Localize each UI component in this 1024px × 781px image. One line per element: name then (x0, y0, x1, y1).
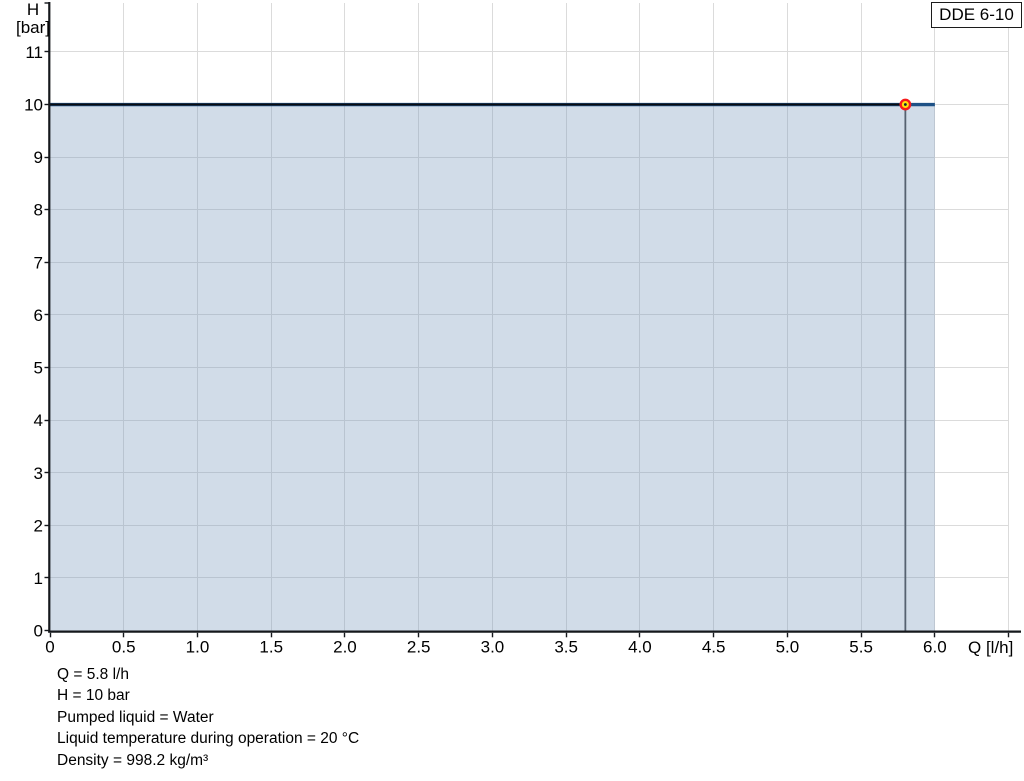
info-line-head: H = 10 bar (57, 687, 130, 705)
tick-marks (44, 2, 1010, 638)
svg-text:2.0: 2.0 (333, 638, 357, 657)
svg-text:0: 0 (45, 638, 54, 657)
svg-text:3.0: 3.0 (481, 638, 505, 657)
svg-text:0.5: 0.5 (112, 638, 136, 657)
svg-text:1.5: 1.5 (259, 638, 283, 657)
axes (48, 2, 1021, 633)
pump-model-badge: DDE 6-10 (931, 2, 1022, 28)
svg-text:4.5: 4.5 (702, 638, 726, 657)
x-axis-title: Q [l/h] (968, 638, 1014, 657)
x-tick-labels: 0 0.5 1.0 1.5 2.0 2.5 3.0 3.5 4.0 4.5 5.0 5.5 6.0 (45, 638, 946, 657)
svg-text:5.0: 5.0 (776, 638, 800, 657)
svg-text:1.0: 1.0 (186, 638, 210, 657)
y-axis-title: H [bar] (8, 1, 58, 37)
svg-text:7: 7 (34, 253, 43, 272)
svg-text:10: 10 (24, 96, 43, 115)
info-line-temperature: Liquid temperature during operation = 20… (57, 730, 360, 748)
y-axis-title-symbol: H (26, 0, 40, 19)
svg-text:8: 8 (34, 201, 43, 220)
info-line-density: Density = 998.2 kg/m³ (57, 751, 209, 769)
svg-text:6: 6 (34, 306, 43, 325)
svg-text:11: 11 (25, 43, 43, 62)
pump-curve-chart: 0 1 2 3 4 5 6 7 8 9 10 11 0 0.5 1.0 1.5 2.0 2.5 3.0 3.5 4.0 4… (24, 2, 1021, 657)
curve-area-fill (50, 104, 935, 631)
duty-point-marker (899, 98, 912, 111)
y-axis-title-unit: [bar] (15, 18, 51, 37)
svg-text:4: 4 (34, 411, 43, 430)
svg-text:5: 5 (34, 359, 43, 378)
svg-text:1: 1 (34, 569, 43, 588)
svg-text:4.0: 4.0 (628, 638, 652, 657)
info-line-liquid: Pumped liquid = Water (57, 708, 214, 726)
svg-text:6.0: 6.0 (923, 638, 947, 657)
svg-text:2.5: 2.5 (407, 638, 431, 657)
svg-text:3: 3 (34, 464, 43, 483)
y-tick-labels: 0 1 2 3 4 5 6 7 8 9 10 11 (24, 43, 43, 641)
svg-text:0: 0 (34, 622, 43, 641)
svg-text:9: 9 (34, 148, 43, 167)
svg-text:3.5: 3.5 (554, 638, 578, 657)
duty-point-info: Q = 5.8 l/h H = 10 bar Pumped liquid = W… (57, 664, 359, 771)
svg-text:5.5: 5.5 (849, 638, 873, 657)
svg-text:2: 2 (34, 516, 43, 535)
info-line-flow: Q = 5.8 l/h (57, 666, 129, 683)
